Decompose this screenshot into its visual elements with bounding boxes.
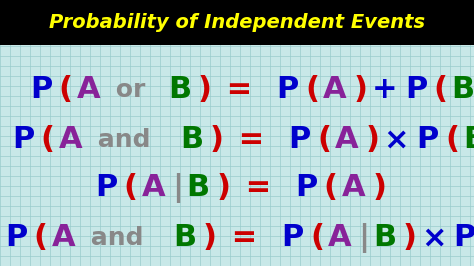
Text: A: A	[335, 126, 359, 155]
Text: P: P	[417, 126, 439, 155]
Text: and: and	[82, 226, 153, 250]
Text: (: (	[434, 76, 447, 105]
Text: B: B	[187, 173, 210, 202]
Text: Probability of Independent Events: Probability of Independent Events	[49, 13, 425, 32]
Text: ): )	[217, 173, 230, 202]
Text: or: or	[107, 78, 155, 102]
Text: ×: ×	[421, 223, 447, 252]
Text: A: A	[52, 223, 75, 252]
Text: =: =	[221, 223, 268, 252]
Text: (: (	[59, 76, 73, 105]
Text: P: P	[276, 76, 299, 105]
Text: (: (	[310, 223, 324, 252]
Text: P: P	[295, 173, 317, 202]
Text: B: B	[173, 223, 196, 252]
Text: =: =	[228, 126, 274, 155]
Text: (: (	[305, 76, 319, 105]
Text: (: (	[124, 173, 138, 202]
Text: P: P	[288, 126, 310, 155]
Text: B: B	[373, 223, 396, 252]
Text: (: (	[34, 223, 48, 252]
Text: =: =	[216, 76, 263, 105]
Text: (: (	[324, 173, 337, 202]
Text: P: P	[454, 223, 474, 252]
Text: A: A	[328, 223, 352, 252]
Bar	[0, 0, 474, 45]
Text: A: A	[77, 76, 100, 105]
Text: B: B	[180, 126, 203, 155]
Text: ): )	[354, 76, 368, 105]
Text: A: A	[142, 173, 165, 202]
Text: A: A	[342, 173, 365, 202]
Text: +: +	[372, 76, 397, 105]
Text: (: (	[317, 126, 331, 155]
Text: A: A	[323, 76, 347, 105]
Text: |: |	[172, 173, 183, 203]
Text: ): )	[210, 126, 224, 155]
Text: ): )	[203, 223, 217, 252]
Text: and: and	[89, 128, 160, 152]
Text: P: P	[281, 223, 303, 252]
Text: ): )	[198, 76, 212, 105]
Text: ): )	[403, 223, 417, 252]
Text: B: B	[168, 76, 191, 105]
Text: ): )	[365, 126, 380, 155]
Text: P: P	[5, 223, 27, 252]
Text: =: =	[235, 173, 282, 202]
Text: (: (	[41, 126, 55, 155]
Text: (: (	[445, 126, 459, 155]
Text: B: B	[452, 76, 474, 105]
Text: P: P	[95, 173, 117, 202]
Text: |: |	[358, 223, 370, 253]
Text: P: P	[12, 126, 34, 155]
Text: B: B	[463, 126, 474, 155]
Text: P: P	[30, 76, 52, 105]
Text: P: P	[405, 76, 427, 105]
Text: ): )	[372, 173, 386, 202]
Text: A: A	[59, 126, 82, 155]
Text: ×: ×	[383, 126, 409, 155]
